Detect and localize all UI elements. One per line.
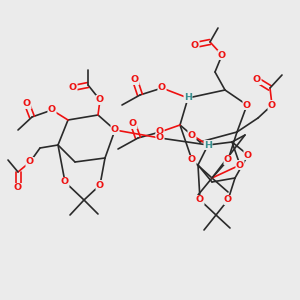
Text: O: O (253, 76, 261, 85)
Text: O: O (243, 100, 251, 109)
Text: O: O (268, 100, 276, 109)
Text: O: O (196, 196, 204, 205)
Text: O: O (156, 134, 164, 142)
Text: H: H (184, 94, 192, 103)
Text: O: O (131, 76, 139, 85)
Text: H: H (204, 140, 212, 149)
Text: O: O (218, 50, 226, 59)
Text: O: O (188, 130, 196, 140)
Text: O: O (244, 151, 252, 160)
Text: O: O (96, 95, 104, 104)
Text: O: O (26, 158, 34, 166)
Text: O: O (61, 178, 69, 187)
Text: O: O (129, 119, 137, 128)
Text: O: O (188, 155, 196, 164)
Text: O: O (111, 125, 119, 134)
Text: O: O (48, 106, 56, 115)
Text: O: O (96, 181, 104, 190)
Text: O: O (14, 184, 22, 193)
Text: O: O (191, 40, 199, 50)
Text: O: O (224, 196, 232, 205)
Text: O: O (23, 100, 31, 109)
Text: O: O (156, 128, 164, 136)
Text: O: O (224, 155, 232, 164)
Text: O: O (236, 160, 244, 169)
Text: O: O (158, 83, 166, 92)
Text: O: O (69, 83, 77, 92)
